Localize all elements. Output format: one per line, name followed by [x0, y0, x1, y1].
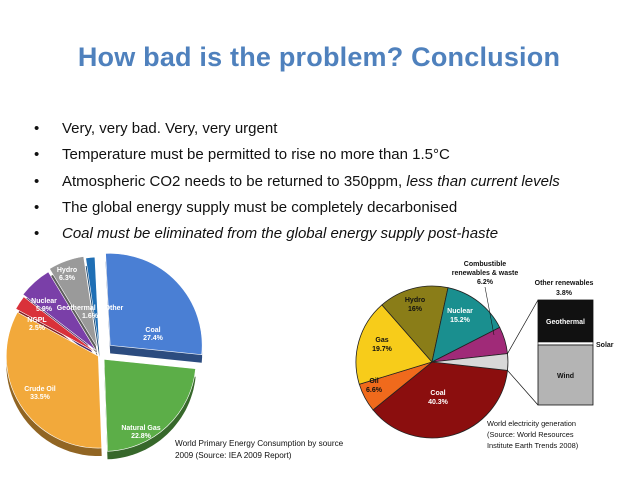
- pie-label-ngpl: NGPL: [27, 317, 47, 324]
- bullet-text: The global energy supply must be complet…: [62, 198, 458, 216]
- pie-slice-gas: [355, 304, 433, 385]
- bullet-italic-text: less than current levels: [406, 172, 560, 190]
- pie-value-nuclear: 15.2%: [450, 317, 471, 324]
- breakout-label-wind: Wind: [557, 373, 574, 380]
- pie-label-coal: Coal: [430, 390, 445, 397]
- breakout-title: Other renewables: [535, 280, 594, 287]
- pie-label-oil: Oil: [369, 378, 378, 385]
- pie-slice-other-renewables: [431, 353, 509, 371]
- pie-label-combustible-line2: renewables & waste: [452, 270, 519, 277]
- pie-label-nuclear: Nuclear: [31, 298, 57, 305]
- breakout-label-geothermal: Geothermal: [546, 319, 585, 326]
- pie-value-combustible-renewables-waste: 6.2%: [477, 279, 494, 286]
- pie-value-geothermal-other: 1.6%: [82, 313, 99, 320]
- slide-title: How bad is the problem? Conclusion: [77, 42, 561, 72]
- bullet-list: Very, very bad. Very, very urgent Temper…: [34, 116, 560, 247]
- bullet-text: Temperature must be permitted to rise no…: [62, 146, 450, 164]
- pie-value-hydro: 6.3%: [59, 275, 76, 282]
- bullet-item: Very, very bad. Very, very urgent: [34, 116, 560, 142]
- breakout-connector-bottom: [507, 370, 539, 406]
- pie-slice-ngpl: [15, 296, 97, 354]
- pie-value-coal: 40.3%: [428, 399, 449, 406]
- pie-label-nuclear: Nuclear: [447, 308, 473, 315]
- pie-label-crude-oil: Crude Oil: [24, 386, 56, 393]
- left-chart-caption: World Primary Energy Consumption by sour…: [175, 439, 344, 460]
- combustible-leader-line: [484, 286, 495, 336]
- bullet-item: The global energy supply must be complet…: [34, 195, 560, 221]
- pie-slice-hydro: [49, 256, 98, 348]
- pie-value-natural-gas: 22.8%: [131, 433, 152, 440]
- pie-slice-natural-gas: [103, 359, 196, 452]
- pie-value-nuclear: 5.9%: [36, 306, 53, 313]
- breakout-value: 3.8%: [556, 290, 573, 297]
- pie-label-gas: Gas: [375, 337, 388, 344]
- pie-slice-coal: [372, 361, 508, 439]
- pie-slice-hydro: [381, 285, 449, 363]
- breakout-segment-wind: [537, 344, 594, 406]
- pie-slice-geothermal-other: [85, 256, 100, 350]
- bullet-text: Very, very bad. Very, very urgent: [62, 120, 278, 137]
- breakout-segment-solar: [537, 341, 594, 346]
- pie-value-crude-oil: 33.5%: [30, 394, 51, 401]
- pie-value-coal: 27.4%: [143, 335, 164, 342]
- breakout-segment-geothermal: [537, 299, 594, 343]
- pie-value-ngpl: 2.5%: [29, 325, 46, 332]
- pie-value-hydro: 16%: [408, 306, 423, 313]
- bullet-italic-text: Coal must be eliminated from the global …: [62, 225, 499, 243]
- bullet-text: Atmospheric CO2 needs to be returned to …: [62, 172, 407, 190]
- pie-label-coal: Coal: [145, 327, 160, 334]
- pie-label-natural-gas: Natural Gas: [121, 425, 160, 432]
- pie-value-oil: 6.6%: [366, 387, 383, 394]
- pie-value-gas: 19.7%: [372, 346, 393, 353]
- pie-slice-crude-oil: [5, 311, 103, 449]
- breakout-connector-top: [507, 299, 539, 354]
- right-chart-caption: World electricity generation (Source: Wo…: [487, 419, 579, 450]
- pie-slice-coal: [105, 253, 203, 356]
- bullet-item: Temperature must be permitted to rise no…: [34, 142, 560, 168]
- pie-slice-nuclear: [431, 287, 501, 363]
- bullet-item: Coal must be eliminated from the global …: [34, 221, 560, 247]
- pie-label-hydro: Hydro: [57, 267, 77, 274]
- pie-slice-nuclear: [22, 271, 97, 351]
- bullet-item: Atmospheric CO2 needs to be returned to …: [34, 169, 560, 195]
- breakout-label-solar: Solar: [596, 342, 614, 349]
- pie-label-hydro: Hydro: [405, 297, 425, 304]
- pie-label-geothermal-other: Geothermal & Other: [57, 305, 124, 312]
- pie-label-combustible-line1: Combustible: [464, 261, 506, 268]
